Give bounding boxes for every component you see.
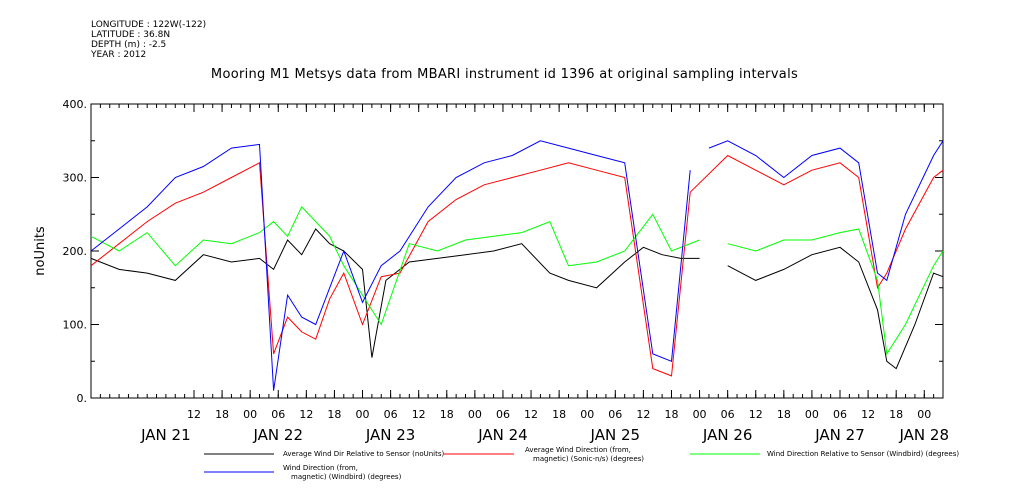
x-day-label: JAN 26 [702, 426, 753, 444]
x-tick-label: 12 [187, 408, 201, 421]
metadata-block: LONGITUDE : 122W(-122) LATITUDE : 36.8N … [91, 20, 206, 60]
x-tick-label: 06 [833, 408, 847, 421]
series-line-2 [90, 154, 944, 377]
chart-title: Mooring M1 Metsys data from MBARI instru… [210, 67, 799, 82]
x-day-label: JAN 25 [590, 426, 641, 444]
x-day-label: JAN 21 [140, 426, 191, 444]
x-tick-label: 00 [243, 408, 257, 421]
plot-frame [90, 103, 944, 399]
x-tick-label: 06 [608, 408, 622, 421]
legend-label: Wind Direction Relative to Sensor (Windb… [767, 450, 959, 458]
y-axis-label: noUnits [33, 226, 48, 276]
latitude-label: LATITUDE : 36.8N [91, 30, 171, 40]
x-tick-label: 12 [524, 408, 538, 421]
x-tick-label: 12 [749, 408, 763, 421]
series-line-4 [90, 140, 944, 391]
y-tick-label: 200. [63, 245, 88, 258]
x-tick-label: 12 [412, 408, 426, 421]
x-tick-label: 00 [468, 408, 482, 421]
legend-label: Average Wind Dir Relative to Sensor (noU… [283, 450, 444, 458]
x-tick-label: 06 [496, 408, 510, 421]
x-tick-label: 18 [327, 408, 341, 421]
x-tick-label: 12 [861, 408, 875, 421]
series-line-3 [90, 206, 944, 356]
longitude-label: LONGITUDE : 122W(-122) [91, 20, 207, 30]
x-day-label: JAN 28 [899, 426, 950, 444]
x-tick-label: 12 [299, 408, 313, 421]
x-tick-label: 00 [356, 408, 370, 421]
y-tick-label: 100. [63, 319, 88, 332]
x-tick-label: 18 [552, 408, 566, 421]
y-tick-label: 300. [63, 172, 88, 185]
x-tick-label: 06 [384, 408, 398, 421]
series-line-1 [90, 228, 944, 370]
x-day-label: JAN 27 [814, 426, 865, 444]
x-tick-label: 06 [721, 408, 735, 421]
x-tick-label: 18 [440, 408, 454, 421]
depth-label: DEPTH (m) : -2.5 [91, 40, 167, 50]
x-tick-label: 18 [889, 408, 903, 421]
x-tick-label: 12 [636, 408, 650, 421]
x-tick-label: 06 [271, 408, 285, 421]
x-day-label: JAN 24 [477, 426, 528, 444]
x-tick-label: 18 [777, 408, 791, 421]
x-tick-label: 00 [917, 408, 931, 421]
x-tick-label: 00 [693, 408, 707, 421]
year-label: YEAR : 2012 [91, 50, 147, 60]
legend-label: Wind Direction (from, magnetic) (Windbird… [283, 464, 402, 481]
x-day-label: JAN 22 [253, 426, 304, 444]
x-tick-label: 00 [580, 408, 594, 421]
legend-label: Average Wind Direction (from, magnetic) (… [525, 446, 644, 463]
x-tick-label: 18 [215, 408, 229, 421]
y-tick-label: 400. [63, 98, 88, 111]
x-tick-label: 18 [664, 408, 678, 421]
x-tick-label: 00 [805, 408, 819, 421]
y-tick-label: 0. [77, 392, 88, 405]
x-day-label: JAN 23 [365, 426, 416, 444]
